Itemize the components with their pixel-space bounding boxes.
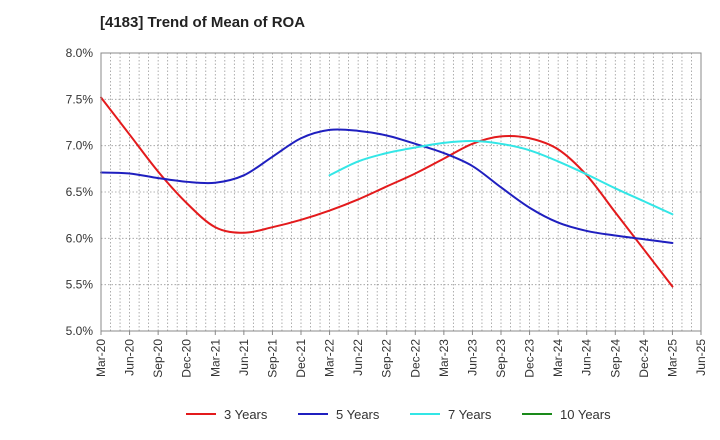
legend-label-7-years: 7 Years	[448, 407, 492, 422]
plot-frame	[100, 52, 702, 332]
x-tick-label: Mar-21	[208, 339, 222, 377]
series-line-7-years	[328, 140, 674, 216]
x-tick-label: Dec-24	[637, 339, 651, 378]
x-tick-label: Sep-21	[265, 339, 279, 378]
x-tick-label: Mar-20	[94, 339, 108, 377]
y-tick-label: 7.5%	[66, 92, 94, 106]
x-tick-label: Dec-21	[294, 339, 308, 378]
x-tick-label: Sep-23	[494, 339, 508, 378]
x-tick-label: Jun-24	[580, 339, 594, 376]
x-tick-label: Mar-22	[323, 339, 337, 377]
x-tick-label: Mar-24	[551, 339, 565, 377]
x-tick-label: Mar-23	[437, 339, 451, 377]
y-tick-label: 5.5%	[66, 278, 94, 292]
y-tick-label: 5.0%	[66, 324, 94, 338]
x-tick-label: Jun-21	[237, 339, 251, 376]
chart-title: [4183] Trend of Mean of ROA	[100, 14, 306, 31]
y-tick-label: 6.0%	[66, 231, 94, 245]
x-tick-label: Jun-20	[123, 339, 137, 376]
x-tick-label: Jun-23	[465, 339, 479, 376]
legend-label-5-years: 5 Years	[336, 407, 380, 422]
x-tick-label: Sep-20	[151, 339, 165, 378]
legend-layer: 3 Years 5 Years 7 Years 10 Years	[186, 407, 611, 422]
legend-label-10-years: 10 Years	[560, 407, 611, 422]
y-tick-label: 8.0%	[66, 46, 94, 60]
x-tick-label: Sep-24	[608, 339, 622, 378]
y-tick-label: 7.0%	[66, 139, 94, 153]
x-tick-label: Sep-22	[380, 339, 394, 378]
legend-label-3-years: 3 Years	[224, 407, 268, 422]
x-tick-label: Dec-20	[180, 339, 194, 378]
series-line-3-years	[100, 96, 674, 288]
x-tick-label: Dec-22	[408, 339, 422, 378]
axis-layer: 5.0% 5.5% 6.0% 6.5% 7.0% 7.5% 8.0% Mar-20 Jun-20…	[66, 46, 708, 378]
x-tick-label: Mar-25	[665, 339, 679, 377]
x-tick-label: Jun-22	[351, 339, 365, 376]
grid-layer	[101, 52, 701, 332]
x-tick-label: Jun-25	[694, 339, 708, 376]
series-line-5-years	[100, 128, 674, 244]
x-tick-label: Dec-23	[523, 339, 537, 378]
plot-background	[101, 53, 701, 331]
series-layer	[100, 96, 674, 288]
y-tick-label: 6.5%	[66, 185, 94, 199]
